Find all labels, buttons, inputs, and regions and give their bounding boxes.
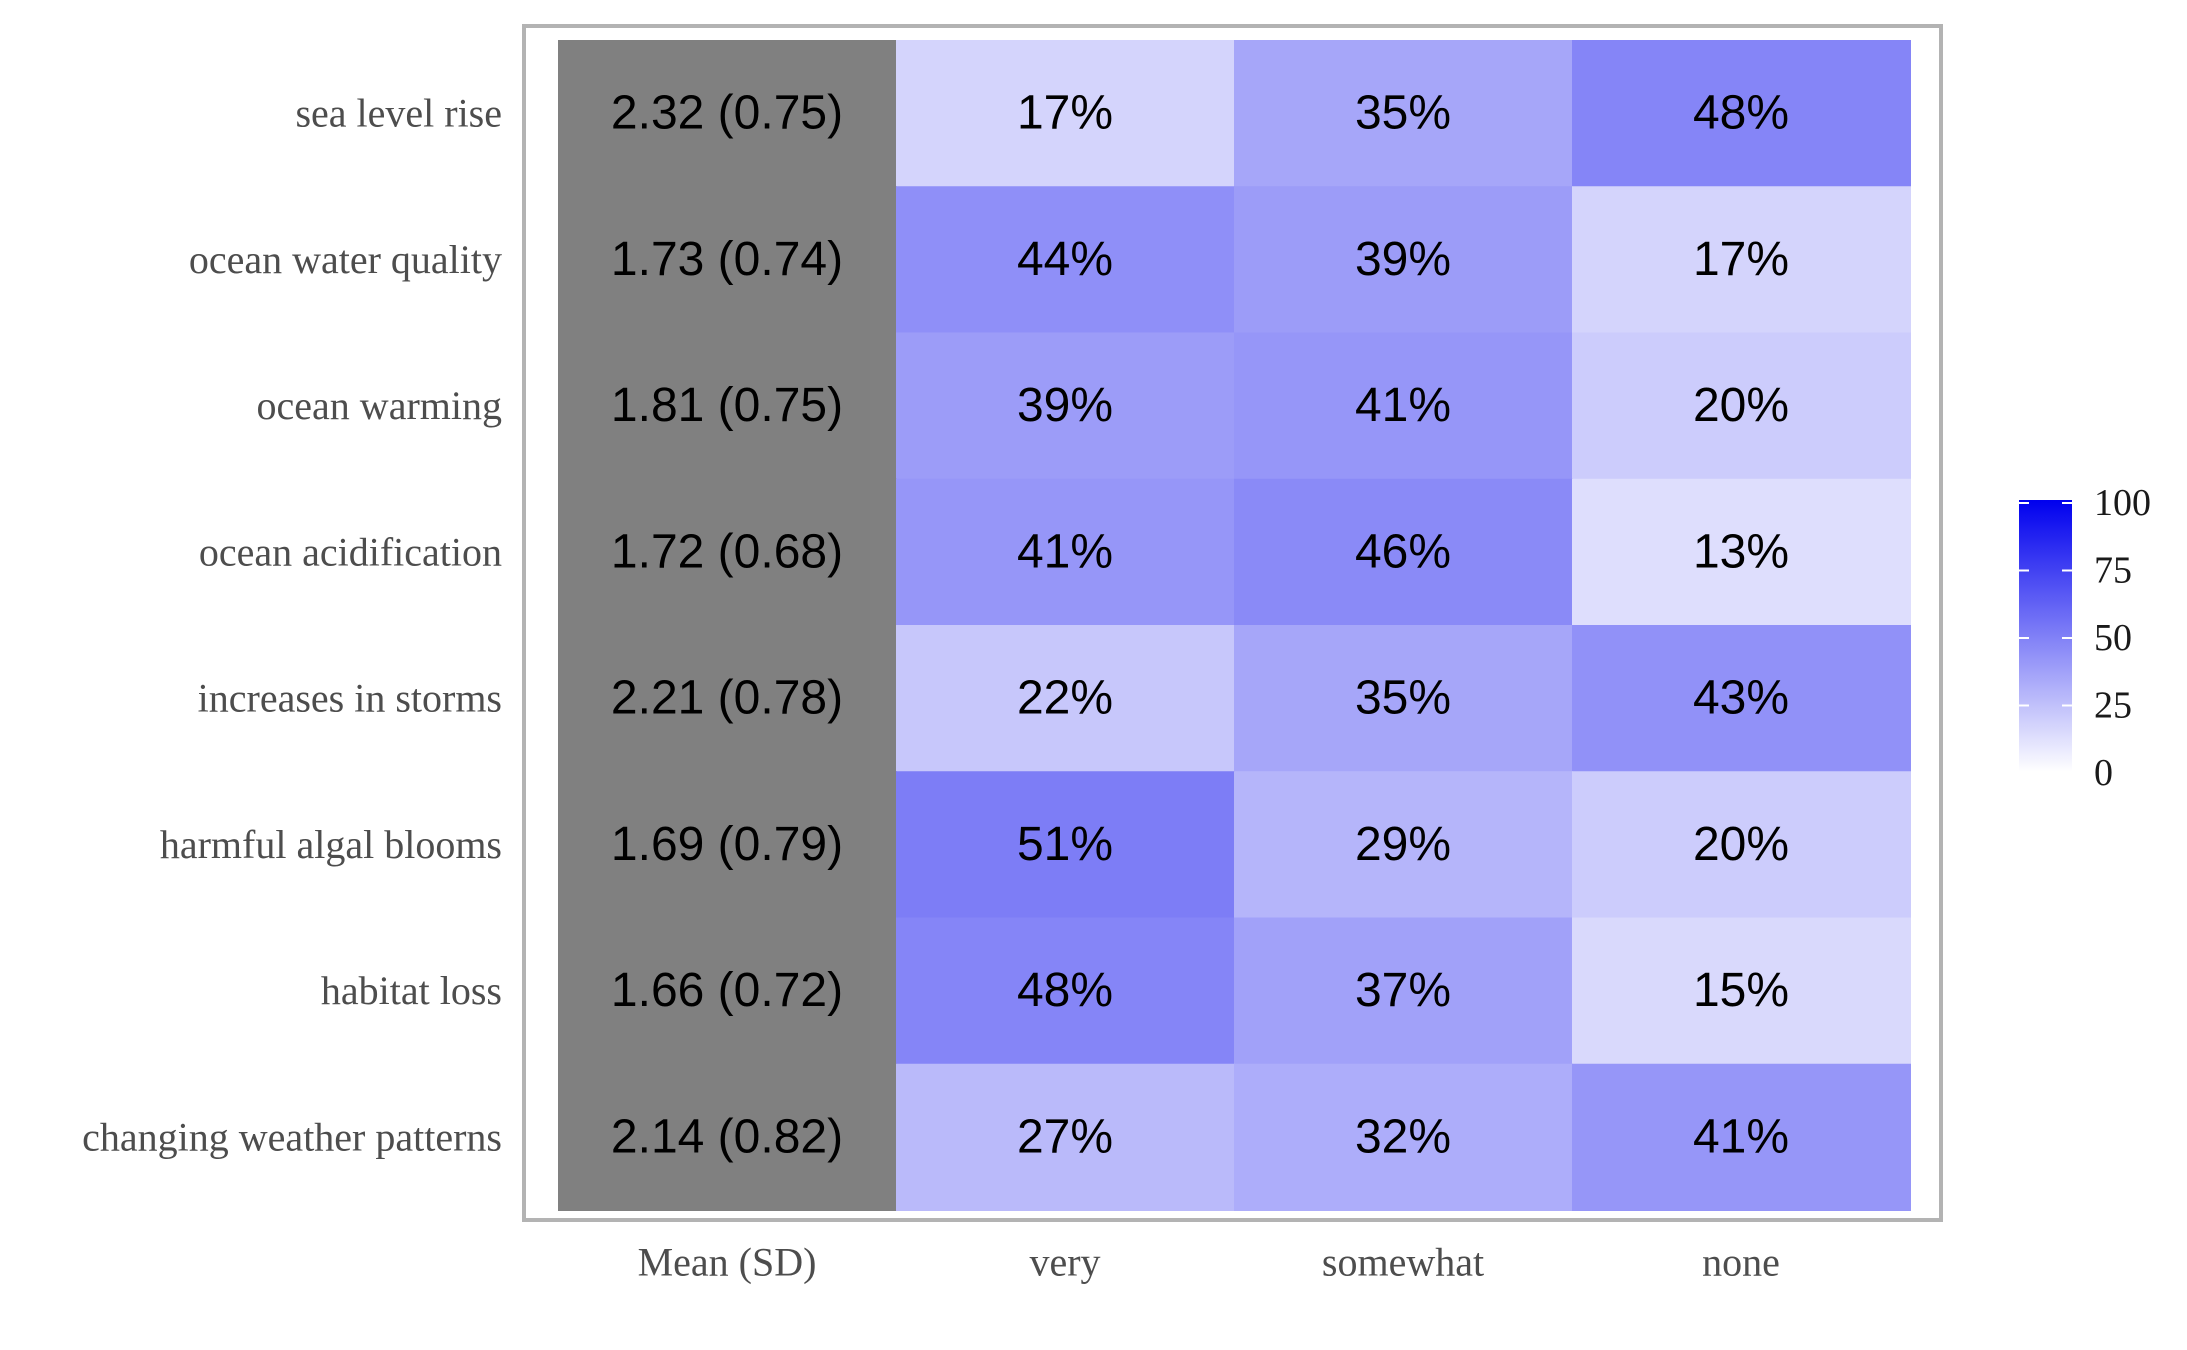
mean-sd-label-habitat-loss: 1.66 (0.72) bbox=[611, 964, 843, 1017]
value-label-ocean-acidification-somewhat: 46% bbox=[1355, 525, 1451, 578]
row-label-changing-weather-patterns: changing weather patterns bbox=[82, 1114, 502, 1159]
mean-sd-label-increases-in-storms: 2.21 (0.78) bbox=[611, 672, 843, 725]
mean-cell-sea-level-rise bbox=[558, 40, 897, 188]
cell-harmful-algal-blooms-somewhat bbox=[1234, 771, 1573, 919]
value-label-harmful-algal-blooms-somewhat: 29% bbox=[1355, 818, 1451, 871]
value-label-harmful-algal-blooms-very: 51% bbox=[1017, 818, 1113, 871]
mean-cell-ocean-warming bbox=[558, 332, 897, 480]
mean-sd-label-harmful-algal-blooms: 1.69 (0.79) bbox=[611, 818, 843, 871]
value-label-sea-level-rise-none: 48% bbox=[1693, 87, 1789, 140]
column-label-somewhat: somewhat bbox=[1322, 1240, 1484, 1285]
value-label-ocean-warming-somewhat: 41% bbox=[1355, 379, 1451, 432]
mean-cell-ocean-acidification bbox=[558, 478, 897, 626]
cell-sea-level-rise-none bbox=[1572, 40, 1911, 188]
value-label-harmful-algal-blooms-none: 20% bbox=[1693, 818, 1789, 871]
cell-habitat-loss-very bbox=[896, 917, 1235, 1065]
cell-ocean-acidification-somewhat bbox=[1234, 478, 1573, 626]
cell-ocean-water-quality-none bbox=[1572, 186, 1911, 334]
value-label-increases-in-storms-none: 43% bbox=[1693, 672, 1789, 725]
row-labels: sea level rise ocean water quality ocean w… bbox=[82, 91, 502, 1160]
mean-sd-label-changing-weather-patterns: 2.14 (0.82) bbox=[611, 1110, 843, 1163]
cell-ocean-acidification-none bbox=[1572, 478, 1911, 626]
value-label-changing-weather-patterns-somewhat: 32% bbox=[1355, 1110, 1451, 1163]
value-label-ocean-water-quality-very: 44% bbox=[1017, 233, 1113, 286]
row-label-ocean-acidification: ocean acidification bbox=[199, 529, 502, 574]
cell-sea-level-rise-very bbox=[896, 40, 1235, 188]
mean-cell-ocean-water-quality bbox=[558, 186, 897, 334]
value-label-ocean-acidification-very: 41% bbox=[1017, 525, 1113, 578]
value-label-ocean-warming-very: 39% bbox=[1017, 379, 1113, 432]
cell-ocean-warming-none bbox=[1572, 332, 1911, 480]
legend-tick-label-75: 75 bbox=[2094, 550, 2132, 592]
legend-tick-label-50: 50 bbox=[2094, 617, 2132, 659]
cell-ocean-water-quality-very bbox=[896, 186, 1235, 334]
cell-increases-in-storms-none bbox=[1572, 625, 1911, 773]
cell-harmful-algal-blooms-none bbox=[1572, 771, 1911, 919]
cell-harmful-algal-blooms-very bbox=[896, 771, 1235, 919]
value-label-ocean-acidification-none: 13% bbox=[1693, 525, 1789, 578]
value-label-ocean-water-quality-none: 17% bbox=[1693, 233, 1789, 286]
cell-sea-level-rise-somewhat bbox=[1234, 40, 1573, 188]
value-label-increases-in-storms-somewhat: 35% bbox=[1355, 672, 1451, 725]
value-label-ocean-water-quality-somewhat: 39% bbox=[1355, 233, 1451, 286]
cell-changing-weather-patterns-none bbox=[1572, 1063, 1911, 1211]
cell-ocean-warming-somewhat bbox=[1234, 332, 1573, 480]
value-label-sea-level-rise-very: 17% bbox=[1017, 87, 1113, 140]
cell-changing-weather-patterns-very bbox=[896, 1063, 1235, 1211]
mean-sd-label-sea-level-rise: 2.32 (0.75) bbox=[611, 87, 843, 140]
column-labels: Mean (SD) very somewhat none bbox=[638, 1240, 1780, 1285]
row-label-harmful-algal-blooms: harmful algal blooms bbox=[160, 822, 502, 867]
value-label-habitat-loss-none: 15% bbox=[1693, 964, 1789, 1017]
cell-habitat-loss-somewhat bbox=[1234, 917, 1573, 1065]
mean-sd-label-ocean-water-quality: 1.73 (0.74) bbox=[611, 233, 843, 286]
value-label-habitat-loss-somewhat: 37% bbox=[1355, 964, 1451, 1017]
cell-increases-in-storms-somewhat bbox=[1234, 625, 1573, 773]
cell-ocean-warming-very bbox=[896, 332, 1235, 480]
row-label-increases-in-storms: increases in storms bbox=[198, 676, 502, 721]
column-label-none: none bbox=[1702, 1240, 1780, 1285]
legend-tick-label-0: 0 bbox=[2094, 752, 2113, 794]
mean-cell-harmful-algal-blooms bbox=[558, 771, 897, 919]
color-legend: 100 75 50 25 0 bbox=[2019, 482, 2151, 794]
value-label-changing-weather-patterns-none: 41% bbox=[1693, 1110, 1789, 1163]
mean-sd-label-ocean-warming: 1.81 (0.75) bbox=[611, 379, 843, 432]
mean-cell-changing-weather-patterns bbox=[558, 1063, 897, 1211]
value-label-ocean-warming-none: 20% bbox=[1693, 379, 1789, 432]
mean-sd-label-ocean-acidification: 1.72 (0.68) bbox=[611, 525, 843, 578]
cell-changing-weather-patterns-somewhat bbox=[1234, 1063, 1573, 1211]
cell-habitat-loss-none bbox=[1572, 917, 1911, 1065]
column-label-very: very bbox=[1029, 1240, 1100, 1285]
column-label-mean-sd: Mean (SD) bbox=[638, 1240, 817, 1285]
mean-cell-habitat-loss bbox=[558, 917, 897, 1065]
mean-cell-increases-in-storms bbox=[558, 625, 897, 773]
value-label-sea-level-rise-somewhat: 35% bbox=[1355, 87, 1451, 140]
cell-ocean-water-quality-somewhat bbox=[1234, 186, 1573, 334]
row-label-sea-level-rise: sea level rise bbox=[295, 91, 502, 136]
row-label-ocean-water-quality: ocean water quality bbox=[189, 237, 502, 282]
legend-tick-label-25: 25 bbox=[2094, 685, 2132, 727]
legend-colorbar bbox=[2019, 500, 2072, 772]
value-label-increases-in-storms-very: 22% bbox=[1017, 672, 1113, 725]
heatmap-cells: 2.32 (0.75) 17% 35% 48% 1.73 (0.74) 44% 39% 17%… bbox=[558, 40, 1911, 1211]
cell-increases-in-storms-very bbox=[896, 625, 1235, 773]
row-label-habitat-loss: habitat loss bbox=[321, 968, 502, 1013]
value-label-habitat-loss-very: 48% bbox=[1017, 964, 1113, 1017]
legend-tick-label-100: 100 bbox=[2094, 482, 2151, 524]
row-label-ocean-warming: ocean warming bbox=[257, 383, 502, 428]
value-label-changing-weather-patterns-very: 27% bbox=[1017, 1110, 1113, 1163]
cell-ocean-acidification-very bbox=[896, 478, 1235, 626]
